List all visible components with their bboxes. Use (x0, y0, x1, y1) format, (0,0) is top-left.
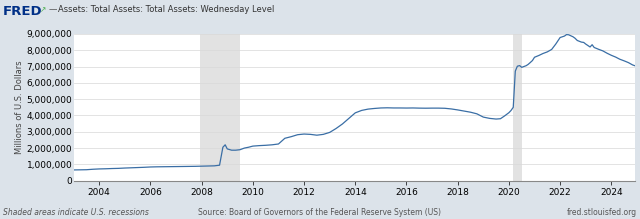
Text: FRED: FRED (3, 5, 43, 18)
Text: Assets: Total Assets: Total Assets: Wednesday Level: Assets: Total Assets: Total Assets: Wedn… (58, 5, 274, 14)
Text: Source: Board of Governors of the Federal Reserve System (US): Source: Board of Governors of the Federa… (198, 208, 442, 217)
Bar (200, 34, 240, 181)
Bar (513, 34, 522, 181)
Text: Shaded areas indicate U.S. recessions: Shaded areas indicate U.S. recessions (3, 208, 149, 217)
Text: fred.stlouisfed.org: fred.stlouisfed.org (566, 208, 637, 217)
Text: —: — (49, 5, 57, 14)
Y-axis label: Millions of U.S. Dollars: Millions of U.S. Dollars (15, 60, 24, 154)
Text: ↗: ↗ (40, 5, 46, 14)
